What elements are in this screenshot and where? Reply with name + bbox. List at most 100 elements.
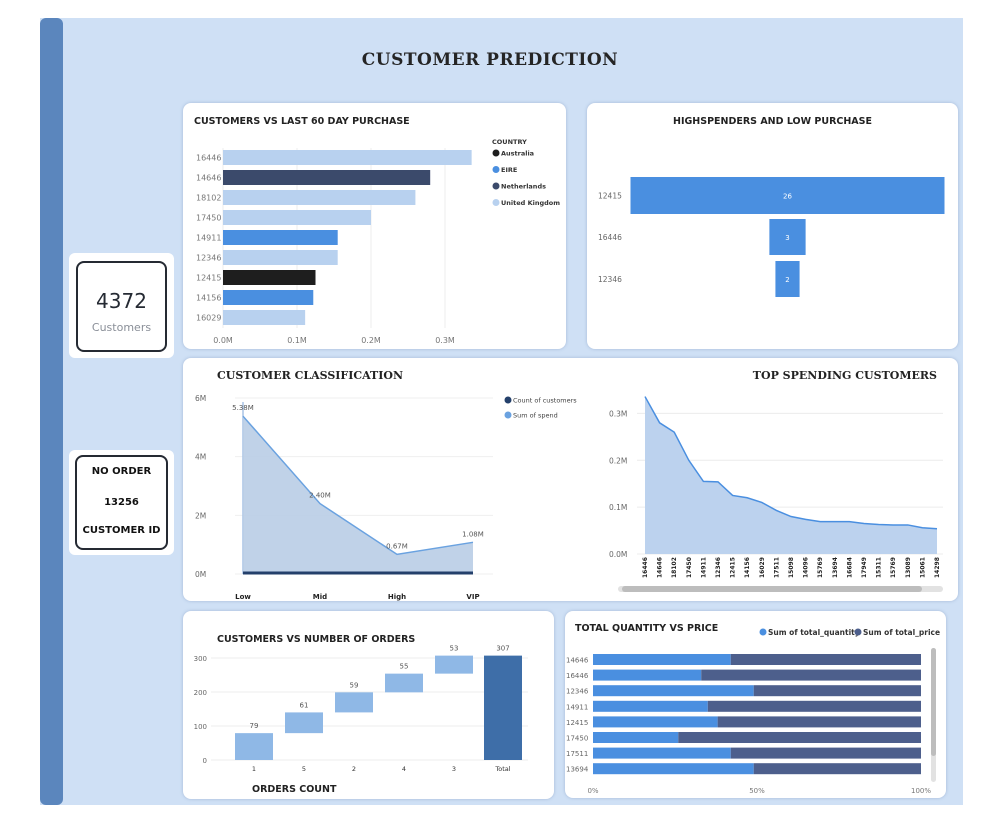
area-chart-top-spending: 0.0M 0.1M 0.2M 0.3M 16446 14646 18102 17450 1491… [609,396,943,578]
x-tick-label: 15098 [788,557,795,578]
bar [223,190,416,205]
area-chart-classification: 0M 2M 4M 6M 5.38M 2.40M 0.67M 1.08M Low Mid High VI… [195,394,577,601]
x-tick-label: Total [494,765,510,773]
bar-segment-quantity [593,654,731,665]
y-tick-label: 14911 [196,234,221,243]
x-tick-label: 5 [302,765,306,773]
y-tick-label: 16446 [566,672,589,680]
data-label: 53 [450,645,459,653]
no-order-frame: NO ORDER 13256 CUSTOMER ID [75,455,168,550]
y-tick-label: 16446 [196,154,221,163]
x-tick-label: 0.1M [287,336,307,345]
category-label: 16446 [598,233,622,242]
scrollbar-thumb[interactable] [931,648,936,756]
bar-segment-quantity [593,716,718,728]
legend-label: Netherlands [501,183,546,191]
bar [223,150,472,165]
bar-segment-quantity [593,747,731,759]
bar-segment-price [707,700,921,712]
y-tick-label: 17511 [566,750,588,758]
waterfall-bar [484,655,522,760]
bar [223,250,338,265]
horizontal-scrollbar[interactable] [618,586,943,592]
series-line [644,396,938,530]
chart-title: CUSTOMERS VS NUMBER OF ORDERS [217,634,416,645]
kpi-value: 4372 [96,289,147,313]
data-label: 0.67M [386,542,408,550]
y-tick-label: 300 [194,655,207,663]
x-tick-label: 12346 [715,557,722,578]
legend-label: Count of customers [513,397,577,405]
legend-marker [504,396,512,404]
legend-marker [854,628,862,636]
bar [223,290,314,305]
y-tick-label: 13694 [566,766,589,774]
legend-label: United Kingdom [501,199,560,207]
chart-title-top-spending: TOP SPENDING CUSTOMERS [752,369,937,382]
data-label: 5.38M [232,404,254,412]
card-classification-top-spending[interactable]: CUSTOMER CLASSIFICATION TOP SPENDING CUS… [183,358,958,601]
waterfall-chart-orders: 0 100 200 300 79 1 61 5 59 2 55 4 53 3 307 Total [194,645,528,773]
no-order-label: CUSTOMER ID [82,525,161,536]
funnel-bar [775,261,800,297]
x-tick-label: 12415 [730,557,737,578]
x-tick-label: 18102 [671,557,678,578]
y-tick-label: 0.1M [609,503,627,512]
card-customers-vs-orders[interactable]: CUSTOMERS VS NUMBER OF ORDERS 0 100 200 300… [183,611,554,799]
bar-segment-price [753,763,921,775]
x-tick-label: 16446 [642,557,649,578]
card-highspenders[interactable]: HIGHSPENDERS AND LOW PURCHASE 26 12415 3 16… [587,103,958,349]
x-tick-label: 4 [402,765,406,773]
x-tick-label: 0.0M [213,336,233,345]
legend-label: Sum of total_price [863,628,940,637]
vertical-scrollbar[interactable] [931,648,936,782]
chart-title: TOTAL QUANTITY VS PRICE [575,623,719,634]
data-label: 1.08M [462,530,484,538]
y-tick-label: 12346 [196,254,221,263]
kpi-card-customers[interactable]: 4372 Customers [69,253,174,358]
x-tick-label: 14911 [700,557,707,578]
x-tick-label: Mid [313,593,327,601]
bar [223,310,306,325]
y-tick-label: 14646 [196,174,221,183]
y-tick-label: 18102 [196,194,221,203]
y-tick-label: 12415 [566,719,588,727]
no-order-customer-id: 13256 [104,497,139,508]
funnel-chart-highspenders: 26 12415 3 16446 2 12346 [598,177,945,297]
series-area-sum-of-spend [243,416,473,574]
x-tick-label: 13694 [832,557,839,578]
no-order-card[interactable]: NO ORDER 13256 CUSTOMER ID [69,450,174,555]
y-tick-label: 100 [194,723,207,731]
x-tick-label: Low [235,593,251,601]
bar-segment-quantity [593,669,702,681]
legend-title: COUNTRY [492,138,527,146]
legend-marker [492,199,500,206]
y-tick-label: 4M [195,453,206,462]
data-label: 2 [785,276,789,284]
funnel-bar [630,177,945,214]
y-tick-label: 0.3M [609,409,627,418]
data-label: 55 [400,663,409,671]
y-tick-label: 14156 [196,294,221,303]
x-tick-label: 0% [587,787,598,795]
x-tick-label: 16684 [846,557,853,578]
y-tick-label: 0M [195,570,206,579]
data-label: 2.40M [309,492,331,500]
x-tick-label: 1 [252,765,256,773]
bar-segment-price [753,685,921,697]
y-tick-label: 200 [194,689,207,697]
category-label: 12346 [598,275,622,284]
card-quantity-vs-price[interactable]: TOTAL QUANTITY VS PRICE 0% 50% 100% 14646 16… [565,611,946,798]
x-tick-label: VIP [466,593,479,601]
y-tick-label: 0.0M [609,550,627,559]
x-tick-label: 17511 [773,557,780,578]
bar [223,270,316,285]
no-order-title: NO ORDER [91,466,152,477]
x-tick-label: 0.2M [361,336,381,345]
bar-segment-price [678,732,921,743]
x-tick-label: 13089 [905,557,912,578]
card-customers-vs-last-60[interactable]: CUSTOMERS VS LAST 60 DAY PURCHASE 0.0M 0.… [183,103,566,349]
bar [223,210,371,225]
scrollbar-thumb[interactable] [622,586,922,592]
waterfall-bar [435,655,473,674]
